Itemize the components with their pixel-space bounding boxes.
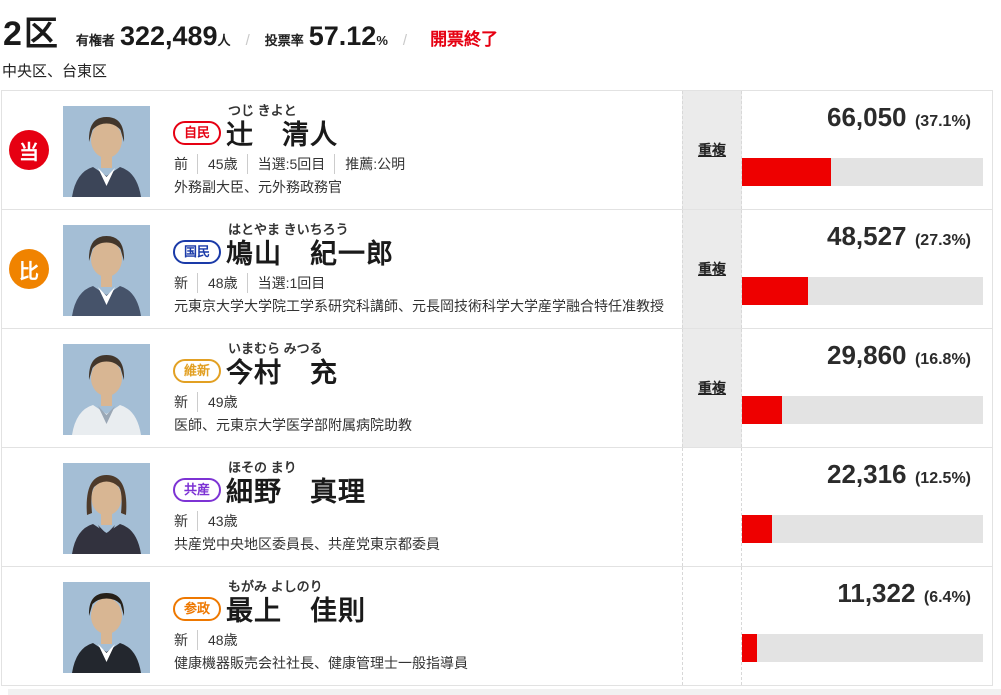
count-status-label: 開票終了 — [430, 30, 499, 49]
dual-candidacy-cell: 重複 — [682, 210, 742, 328]
dual-candidacy-link[interactable]: 重複 — [698, 142, 726, 158]
proportional-badge: 比 — [9, 249, 49, 289]
vote-percent: (16.8%) — [914, 351, 971, 368]
detail-item: 45歳 — [197, 154, 238, 174]
vote-count: 22,316 — [826, 459, 907, 489]
vote-bar-fill — [742, 158, 832, 186]
candidate-photo — [63, 225, 150, 316]
district-area: 中央区、台東区 — [2, 63, 108, 80]
party-badge: 自民 — [173, 121, 222, 145]
candidate-list: 当 自民 つじ きよと 辻 清人 前 45歳 当選:5回目 推薦:公明 外務副大臣、元… — [1, 90, 993, 686]
vote-percent: (27.3%) — [914, 232, 971, 249]
party-badge: 共産 — [173, 478, 222, 502]
dual-candidacy-cell-empty — [682, 448, 742, 566]
candidate-kana: つじ きよと — [228, 103, 297, 118]
elected-badge: 当 — [9, 130, 49, 170]
candidate-row: 参政 もがみ よしのり 最上 佳則 新 48歳 健康機器販売会社社長、健康管理士一… — [2, 567, 992, 686]
vote-count: 66,050 — [826, 102, 907, 132]
vote-result: 48,527 (27.3%) — [827, 221, 971, 252]
candidate-row: 共産 ほその まり 細野 真理 新 43歳 共産党中央地区委員長、共産党東京都委員… — [2, 448, 992, 567]
vote-bar-track — [742, 158, 983, 186]
dual-candidacy-link[interactable]: 重複 — [698, 261, 726, 277]
candidate-details: 新 48歳 — [174, 630, 238, 650]
candidate-kana: ほその まり — [228, 460, 297, 475]
candidate-profile: 外務副大臣、元外務政務官 — [174, 179, 342, 195]
candidate-profile: 医師、元東京大学医学部附属病院助教 — [174, 417, 412, 433]
dual-candidacy-cell: 重複 — [682, 329, 742, 447]
candidate-photo — [63, 582, 150, 673]
candidate-photo — [63, 106, 150, 197]
voters-label: 有権者 — [75, 33, 115, 48]
detail-item: 43歳 — [197, 511, 238, 531]
candidate-row: 当 自民 つじ きよと 辻 清人 前 45歳 当選:5回目 推薦:公明 外務副大臣、元… — [2, 91, 992, 210]
district-title: 2区 — [3, 15, 60, 53]
turnout-value: 57.12 — [308, 21, 377, 51]
candidate-name: 今村 充 — [226, 358, 338, 388]
turnout-unit: % — [376, 33, 388, 48]
party-badge: 維新 — [173, 359, 222, 383]
candidate-details: 前 45歳 当選:5回目 推薦:公明 — [174, 154, 405, 174]
vote-bar-track — [742, 634, 983, 662]
candidate-kana: もがみ よしのり — [228, 579, 323, 594]
candidate-row: 比 国民 はとやま きいちろう 鳩山 紀一郎 新 48歳 当選:1回目 元東京大学大… — [2, 210, 992, 329]
party-badge: 参政 — [173, 597, 222, 621]
detail-item: 新 — [174, 394, 188, 410]
next-section-divider — [8, 689, 1001, 695]
vote-percent: (12.5%) — [914, 470, 971, 487]
district-header: 2区 有権者 322,489 人 / 投票率 57.12 % / 開票終了 — [3, 6, 498, 55]
detail-item: 当選:5回目 — [246, 154, 325, 174]
detail-item: 新 — [174, 632, 188, 648]
vote-percent: (6.4%) — [923, 589, 971, 606]
vote-count: 48,527 — [826, 221, 907, 251]
candidate-profile: 元東京大学大学院工学系研究科講師、元長岡技術科学大学産学融合特任准教授 — [174, 298, 664, 314]
candidate-name: 細野 真理 — [226, 477, 366, 507]
divider-slash: / — [245, 32, 250, 49]
vote-bar-track — [742, 396, 983, 424]
dual-candidacy-link[interactable]: 重複 — [698, 380, 726, 396]
vote-result: 22,316 (12.5%) — [827, 459, 971, 490]
candidate-profile: 健康機器販売会社社長、健康管理士一般指導員 — [174, 655, 468, 671]
candidate-kana: はとやま きいちろう — [228, 222, 349, 237]
vote-count: 11,322 — [837, 578, 916, 608]
detail-item: 当選:1回目 — [246, 273, 325, 293]
turnout-label: 投票率 — [264, 33, 304, 48]
vote-bar-fill — [742, 396, 783, 424]
candidate-name: 辻 清人 — [226, 120, 338, 150]
candidate-name: 鳩山 紀一郎 — [226, 239, 394, 269]
candidate-kana: いまむら みつる — [228, 341, 323, 356]
vote-bar-fill — [742, 515, 773, 543]
dual-candidacy-cell: 重複 — [682, 91, 742, 209]
dual-candidacy-cell-empty — [682, 567, 742, 685]
candidate-photo — [63, 463, 150, 554]
vote-result: 11,322 (6.4%) — [837, 578, 971, 609]
vote-bar-track — [742, 277, 983, 305]
party-badge: 国民 — [173, 240, 222, 264]
candidate-photo — [63, 344, 150, 435]
candidate-profile: 共産党中央地区委員長、共産党東京都委員 — [174, 536, 440, 552]
candidate-details: 新 43歳 — [174, 511, 238, 531]
vote-bar-fill — [742, 634, 758, 662]
detail-item: 推薦:公明 — [334, 154, 405, 174]
candidate-details: 新 48歳 当選:1回目 — [174, 273, 325, 293]
voters-value: 322,489 — [119, 21, 218, 51]
detail-item: 49歳 — [197, 392, 238, 412]
divider-slash: / — [402, 32, 408, 49]
candidate-row: 維新 いまむら みつる 今村 充 新 49歳 医師、元東京大学医学部附属病院助教 … — [2, 329, 992, 448]
vote-result: 29,860 (16.8%) — [827, 340, 971, 371]
vote-result: 66,050 (37.1%) — [827, 102, 971, 133]
vote-count: 29,860 — [826, 340, 907, 370]
detail-item: 48歳 — [197, 630, 238, 650]
detail-item: 新 — [174, 275, 188, 291]
voters-unit: 人 — [217, 33, 231, 48]
vote-percent: (37.1%) — [914, 113, 971, 130]
detail-item: 前 — [174, 156, 188, 172]
vote-bar-track — [742, 515, 983, 543]
candidate-name: 最上 佳則 — [226, 596, 366, 626]
detail-item: 新 — [174, 513, 188, 529]
detail-item: 48歳 — [197, 273, 238, 293]
vote-bar-fill — [742, 277, 808, 305]
candidate-details: 新 49歳 — [174, 392, 238, 412]
